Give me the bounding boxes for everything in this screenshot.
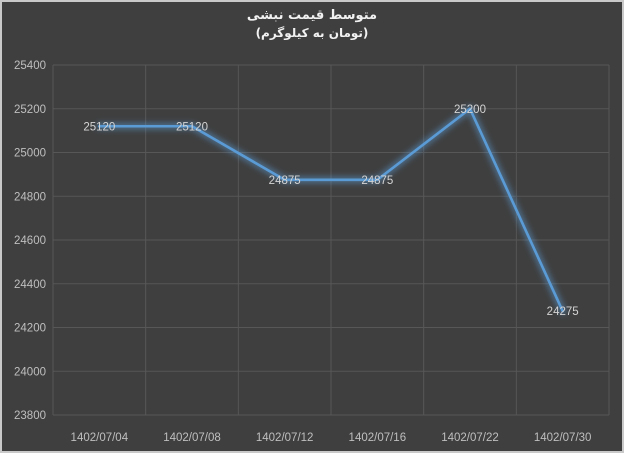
y-axis-tick-label: 24200 [14, 323, 46, 335]
y-axis-tick-label: 24400 [14, 279, 46, 291]
x-axis-tick-label: 1402/07/16 [349, 432, 407, 444]
chart-header: متوسط قیمت نبشی (تومان به کیلوگرم) [2, 7, 622, 41]
y-axis-tick-label: 23800 [14, 410, 46, 422]
gridlines-group [52, 64, 610, 416]
x-axis-tick-label: 1402/07/30 [534, 432, 592, 444]
x-axis-tick-label: 1402/07/08 [163, 432, 221, 444]
data-labels-group: 25120 25120 24875 24875 25200 24275 [83, 104, 578, 318]
x-axis-tick-label: 1402/07/04 [71, 432, 129, 444]
data-point-label: 25200 [454, 104, 486, 116]
chart-title: متوسط قیمت نبشی [246, 8, 378, 23]
data-point-label: 25120 [83, 121, 115, 133]
y-axis-tick-label: 25400 [14, 60, 46, 72]
data-point-label: 24275 [547, 306, 579, 318]
series-group [95, 105, 567, 315]
x-axis-tick-label: 1402/07/22 [441, 432, 499, 444]
y-axis-tick-label: 24600 [14, 235, 46, 247]
chart-subtitle: (تومان به کیلوگرم) [255, 26, 369, 40]
x-axis-tick-label: 1402/07/12 [256, 432, 314, 444]
data-point-label: 24875 [361, 175, 393, 187]
y-axis-tick-label: 24000 [14, 366, 46, 378]
data-point-label: 25120 [176, 121, 208, 133]
data-point-label: 24875 [269, 175, 301, 187]
y-axis-tick-label: 25000 [14, 148, 46, 160]
y-axis-tick-label: 24800 [14, 191, 46, 203]
y-axis-tick-label: 25200 [14, 104, 46, 116]
series-line [98, 107, 564, 313]
axis-labels-group: 25400 25200 25000 24800 24600 24400 24200 24000… [14, 60, 591, 444]
